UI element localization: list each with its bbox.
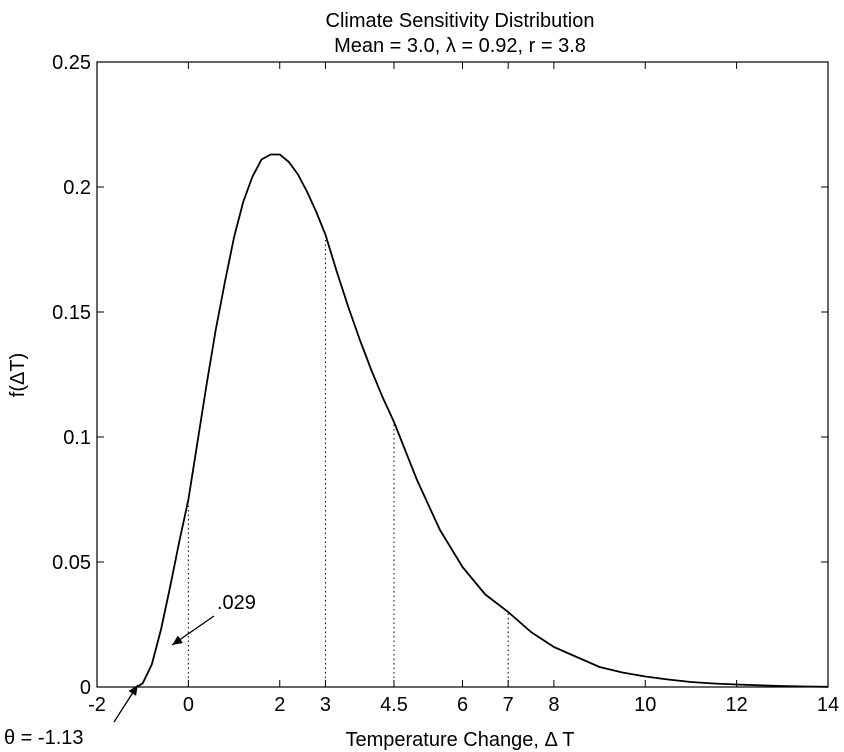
y-tick-label: 0.05 xyxy=(52,552,91,574)
annotation-029-label: .029 xyxy=(217,592,256,614)
x-tick-label: 6 xyxy=(457,694,468,716)
y-tick-label: 0.2 xyxy=(63,177,91,199)
chart-subtitle: Mean = 3.0, λ = 0.92, r = 3.8 xyxy=(334,35,586,57)
y-tick-label: 0.15 xyxy=(52,302,91,324)
annotation-029-arrow-head xyxy=(172,635,183,645)
x-tick-label: -2 xyxy=(88,694,106,716)
y-tick-label: 0.25 xyxy=(52,52,91,74)
x-tick-label: 10 xyxy=(634,694,656,716)
x-tick-label: 7 xyxy=(503,694,514,716)
x-tick-label: 2 xyxy=(274,694,285,716)
x-tick-label: 12 xyxy=(726,694,748,716)
y-axis-label: f(ΔT) xyxy=(7,353,29,397)
axes-frame xyxy=(96,61,829,688)
annotation-theta-label: θ = -1.13 xyxy=(4,727,84,749)
x-tick-label: 4.5 xyxy=(380,694,408,716)
x-tick-label: 8 xyxy=(548,694,559,716)
annotation-theta-arrow-head xyxy=(128,685,138,696)
x-axis-label: Temperature Change, Δ T xyxy=(345,729,574,751)
x-tick-label: 0 xyxy=(183,694,194,716)
density-curve xyxy=(136,153,829,688)
x-tick-label: 3 xyxy=(320,694,331,716)
y-tick-label: 0.1 xyxy=(63,427,91,449)
x-tick-label: 14 xyxy=(817,694,839,716)
chart-title: Climate Sensitivity Distribution xyxy=(326,10,595,32)
y-tick-label: 0 xyxy=(80,677,91,699)
